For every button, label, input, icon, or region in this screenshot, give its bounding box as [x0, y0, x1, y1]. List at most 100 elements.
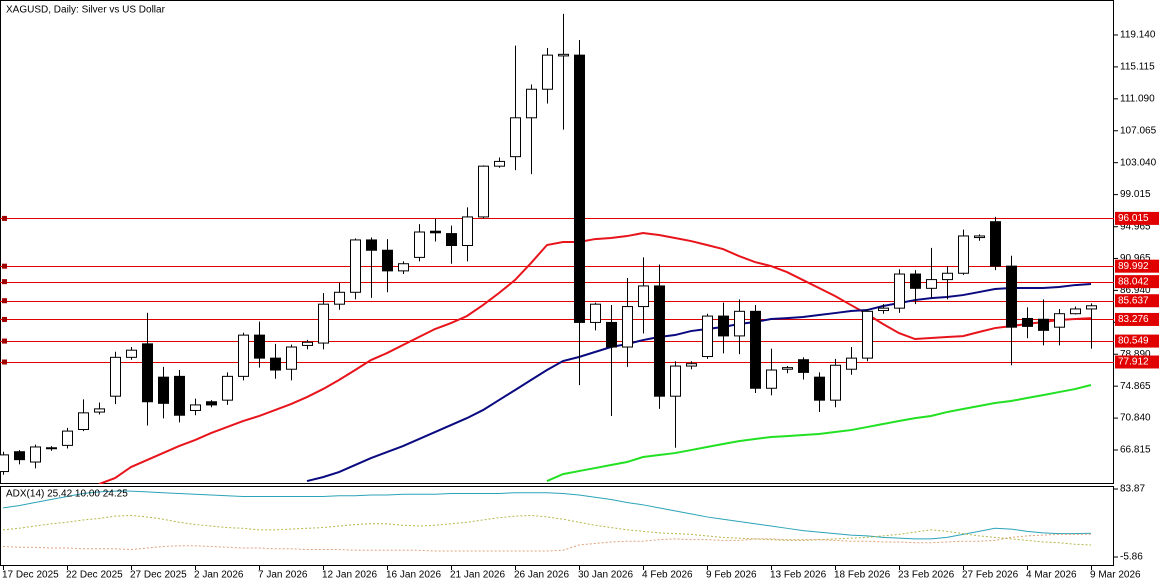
candle-body — [574, 54, 585, 323]
candle-body — [110, 356, 121, 397]
x-tick-label: 21 Jan 2026 — [450, 570, 505, 581]
candle-body — [126, 349, 137, 358]
indicator-line — [546, 384, 1092, 482]
candle-body — [1086, 305, 1097, 310]
candle-body — [254, 334, 265, 359]
x-tick-label: 26 Jan 2026 — [514, 570, 569, 581]
candle-body — [542, 54, 553, 90]
indicator-line — [306, 283, 1092, 483]
level-label-bg — [1115, 211, 1159, 225]
main-frame — [0, 0, 1114, 484]
y-tick-label: 66.815 — [1120, 445, 1151, 456]
candle-body — [798, 359, 809, 373]
y-tick-label: 111.090 — [1120, 93, 1155, 104]
x-tick-label: 7 Jan 2026 — [258, 570, 308, 581]
candle-body — [318, 303, 329, 344]
candle-body — [94, 408, 105, 413]
candle-body — [846, 357, 857, 370]
candle-body — [702, 315, 713, 358]
candle-body — [0, 454, 9, 473]
level-label: 89.992 — [1118, 261, 1149, 272]
candle-body — [958, 235, 969, 274]
candle-body — [526, 88, 537, 119]
candle-body — [750, 310, 761, 389]
candle-body — [510, 117, 521, 158]
indicator-line — [2, 490, 1092, 540]
level-marker — [2, 359, 7, 365]
level-label-bg — [1115, 312, 1159, 326]
x-tick-label: 18 Feb 2026 — [834, 570, 891, 581]
y-tick-label: 74.865 — [1120, 381, 1151, 392]
candle-body — [878, 307, 889, 312]
candle-body — [414, 231, 425, 258]
level-label: 96.015 — [1118, 213, 1149, 224]
candle-body — [974, 235, 985, 239]
x-tick-label: 9 Feb 2026 — [706, 570, 757, 581]
candle-body — [862, 310, 873, 359]
candle-body — [718, 315, 729, 337]
candle-body — [350, 239, 361, 293]
y-tick-label: 103.040 — [1120, 157, 1157, 168]
y-tick-label: 78.890 — [1120, 349, 1151, 360]
candle-body — [622, 306, 633, 348]
x-tick-label: 17 Dec 2025 — [2, 570, 59, 581]
y-tick-label: 70.840 — [1120, 413, 1151, 424]
candle-body — [670, 365, 681, 397]
candle-body — [990, 221, 1001, 267]
level-label-bg — [1115, 355, 1159, 369]
level-marker — [2, 263, 7, 269]
y-tick-label: 94.965 — [1120, 221, 1151, 232]
candle-body — [814, 376, 825, 401]
level-label-bg — [1115, 334, 1159, 348]
candle-body — [206, 401, 217, 406]
y-tick-label: 119.140 — [1120, 30, 1156, 41]
candle-body — [1038, 318, 1049, 331]
candle-body — [1054, 313, 1065, 328]
level-marker — [2, 279, 7, 285]
indicator-line — [2, 533, 1092, 552]
x-tick-label: 23 Feb 2026 — [898, 570, 955, 581]
level-label-bg — [1115, 294, 1159, 308]
candle-body — [558, 53, 569, 57]
x-tick-label: 9 Mar 2026 — [1090, 570, 1141, 581]
candle-body — [222, 375, 233, 401]
indicator-plot — [2, 490, 1092, 552]
y-tick-label: 86.940 — [1120, 285, 1151, 296]
candle-body — [654, 285, 665, 397]
level-marker — [2, 298, 7, 304]
x-tick-label: 27 Dec 2025 — [130, 570, 187, 581]
candle-body — [1006, 265, 1017, 328]
candle-body — [30, 446, 41, 463]
candle-body — [942, 272, 953, 281]
x-tick-label: 27 Feb 2026 — [962, 570, 1019, 581]
candle-body — [158, 376, 169, 404]
candle-body — [142, 343, 153, 403]
candle-body — [302, 341, 313, 346]
candle-body — [638, 285, 649, 308]
y-tick-label: 107.065 — [1120, 125, 1157, 136]
chart-title: XAGUSD, Daily: Silver vs US Dollar — [6, 5, 166, 16]
main-plot — [0, 13, 1114, 484]
candle-body — [190, 404, 201, 411]
x-tick-label: 22 Dec 2025 — [66, 570, 123, 581]
candle-body — [46, 447, 57, 450]
candle-body — [734, 310, 745, 337]
level-marker — [2, 338, 7, 344]
indicator-line — [2, 514, 1092, 546]
level-label: 77.912 — [1118, 357, 1149, 368]
level-marker — [2, 215, 7, 221]
y-tick-label: 115.115 — [1120, 62, 1155, 73]
candle-body — [286, 346, 297, 370]
candle-body — [782, 367, 793, 370]
candle-body — [174, 375, 185, 416]
candle-body — [14, 451, 25, 461]
x-tick-label: 4 Feb 2026 — [642, 570, 693, 581]
level-label: 85.637 — [1118, 295, 1149, 306]
level-marker — [2, 316, 7, 322]
level-label-bg — [1115, 275, 1159, 289]
candle-body — [446, 233, 457, 246]
y-tick-label: 83.87 — [1120, 484, 1145, 495]
x-tick-label: 30 Jan 2026 — [578, 570, 633, 581]
candle-body — [686, 363, 697, 367]
